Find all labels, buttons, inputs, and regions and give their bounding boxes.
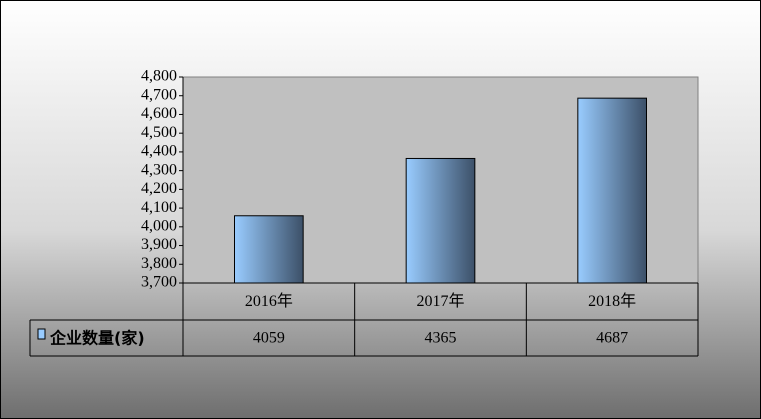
- y-tick-label: 4,300: [141, 161, 177, 178]
- legend-label: 企业数量(家): [49, 329, 145, 348]
- y-tick-label: 4,800: [141, 68, 177, 85]
- bar: [405, 157, 476, 284]
- bar: [234, 215, 304, 284]
- bar: [577, 97, 647, 284]
- y-tick-label: 4,400: [141, 143, 177, 160]
- y-tick-label: 4,500: [141, 124, 177, 141]
- y-tick-label: 4,600: [141, 105, 177, 122]
- table-value: 4687: [596, 330, 628, 347]
- y-tick-label: 3,800: [141, 255, 177, 272]
- x-tick-label: 2018年: [588, 292, 636, 310]
- table-value: 4059: [253, 330, 285, 347]
- legend-key: [37, 328, 46, 340]
- y-tick-label: 4,200: [141, 180, 177, 197]
- y-tick-label: 4,000: [141, 217, 177, 234]
- y-tick-label: 3,900: [141, 236, 177, 253]
- table-value: 4365: [425, 330, 457, 347]
- y-tick-label: 4,700: [141, 86, 177, 103]
- y-tick-label: 3,700: [141, 274, 177, 291]
- x-tick-label: 2016年: [245, 292, 293, 310]
- x-tick-label: 2017年: [416, 292, 464, 310]
- y-tick-label: 4,100: [141, 199, 177, 216]
